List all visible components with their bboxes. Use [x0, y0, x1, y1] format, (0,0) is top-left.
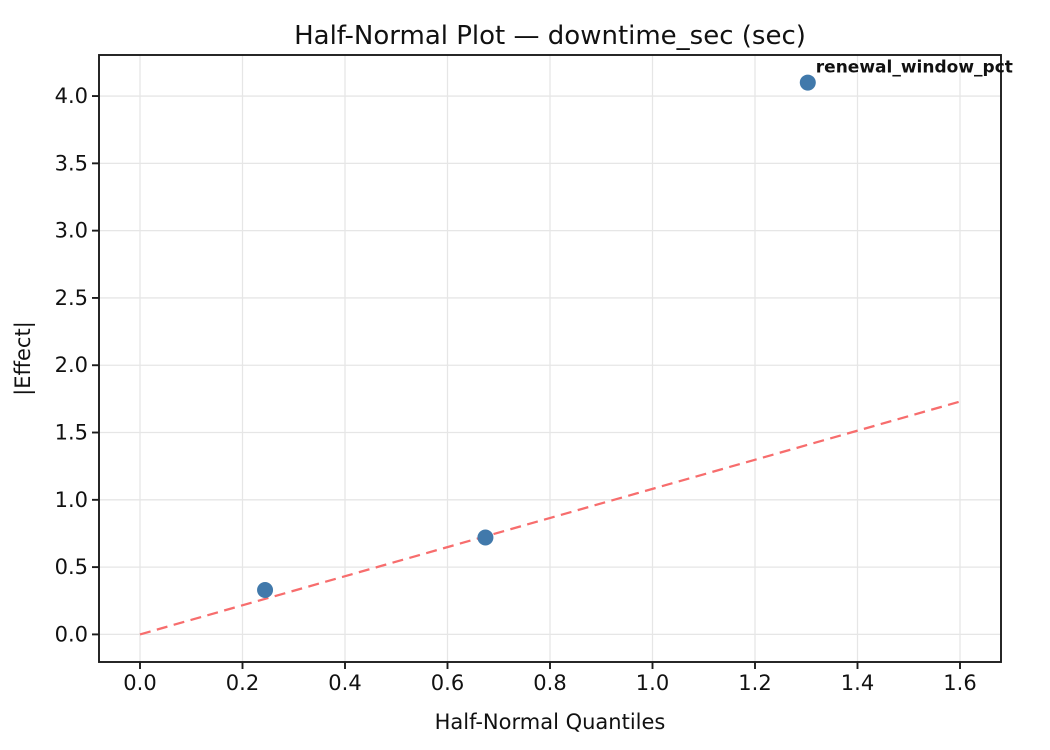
y-axis-label: |Effect| [11, 321, 36, 396]
scatter-points [257, 74, 816, 598]
x-tick-label: 1.4 [841, 671, 874, 695]
y-tick-label: 0.5 [55, 555, 88, 579]
y-tick-label: 1.5 [55, 421, 88, 445]
y-tick-label: 2.5 [55, 286, 88, 310]
axis-ticks: 0.0 0.2 0.4 0.6 0.8 1.0 1.2 1.4 1.6 0.0 0.5 1.0 1.5 2… [55, 84, 977, 695]
y-tick-label: 4.0 [55, 84, 88, 108]
x-tick-label: 1.6 [943, 671, 976, 695]
y-tick-label: 2.0 [55, 353, 88, 377]
scatter-point [257, 581, 274, 598]
x-tick-label: 1.2 [738, 671, 771, 695]
x-tick-label: 0.8 [533, 671, 566, 695]
x-tick-label: 1.0 [636, 671, 669, 695]
y-tick-label: 3.5 [55, 151, 88, 175]
x-tick-label: 0.0 [123, 671, 156, 695]
y-tick-label: 0.0 [55, 622, 88, 646]
scatter-point [799, 74, 816, 91]
gridlines [99, 55, 1001, 662]
x-tick-label: 0.4 [328, 671, 361, 695]
point-annotation: renewal_window_pct [816, 58, 1013, 78]
y-tick-label: 3.0 [55, 219, 88, 243]
plot-border [98, 54, 1002, 663]
y-tick-label: 1.0 [55, 488, 88, 512]
x-tick-label: 0.6 [431, 671, 464, 695]
chart-title: Half-Normal Plot — downtime_sec (sec) [294, 21, 806, 51]
x-tick-label: 0.2 [226, 671, 259, 695]
x-axis-label: Half-Normal Quantiles [435, 710, 666, 734]
reference-line [139, 400, 961, 636]
scatter-point [477, 529, 494, 546]
